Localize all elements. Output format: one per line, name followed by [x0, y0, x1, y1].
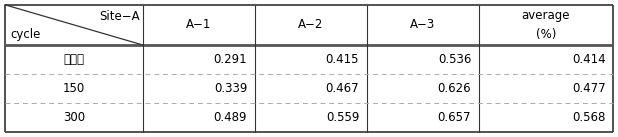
- Text: 0.467: 0.467: [326, 82, 359, 95]
- Text: average: average: [522, 9, 570, 22]
- Text: 0.415: 0.415: [326, 53, 359, 66]
- Text: 0.626: 0.626: [438, 82, 471, 95]
- Text: 0.568: 0.568: [572, 111, 606, 124]
- Text: A−2: A−2: [298, 18, 323, 31]
- Text: Site−A: Site−A: [99, 10, 140, 23]
- Text: cycle: cycle: [10, 28, 40, 41]
- Text: A−1: A−1: [186, 18, 211, 31]
- Text: 0.657: 0.657: [438, 111, 471, 124]
- Text: A−3: A−3: [410, 18, 435, 31]
- Text: 0.291: 0.291: [214, 53, 247, 66]
- Text: 300: 300: [62, 111, 85, 124]
- Text: 초기값: 초기값: [63, 53, 84, 66]
- Text: 150: 150: [62, 82, 85, 95]
- Text: 0.536: 0.536: [438, 53, 471, 66]
- Text: (%): (%): [536, 28, 556, 41]
- Text: 0.489: 0.489: [214, 111, 247, 124]
- Text: 0.414: 0.414: [572, 53, 606, 66]
- Text: 0.339: 0.339: [214, 82, 247, 95]
- Text: 0.477: 0.477: [572, 82, 606, 95]
- Text: 0.559: 0.559: [326, 111, 359, 124]
